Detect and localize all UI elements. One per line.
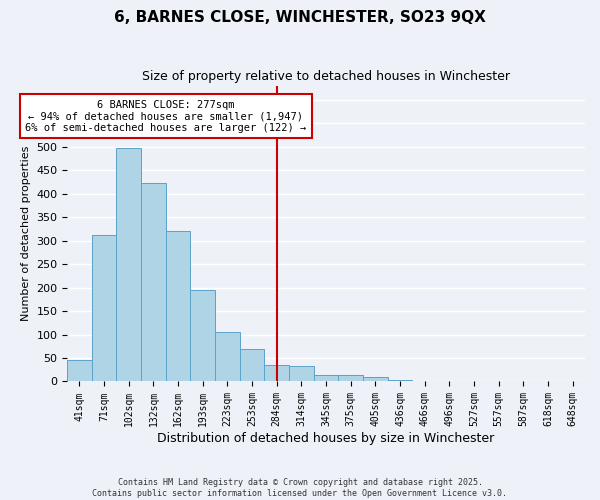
Bar bbox=[116, 148, 141, 382]
Bar bbox=[166, 231, 190, 382]
Text: 6 BARNES CLOSE: 277sqm
← 94% of detached houses are smaller (1,947)
6% of semi-d: 6 BARNES CLOSE: 277sqm ← 94% of detached… bbox=[25, 100, 307, 133]
Text: 6, BARNES CLOSE, WINCHESTER, SO23 9QX: 6, BARNES CLOSE, WINCHESTER, SO23 9QX bbox=[114, 10, 486, 25]
Bar bbox=[363, 377, 388, 382]
Bar bbox=[388, 380, 412, 382]
Bar bbox=[190, 290, 215, 382]
Bar bbox=[289, 366, 314, 382]
Bar bbox=[265, 365, 289, 382]
Bar bbox=[92, 235, 116, 382]
Text: Contains HM Land Registry data © Crown copyright and database right 2025.
Contai: Contains HM Land Registry data © Crown c… bbox=[92, 478, 508, 498]
Title: Size of property relative to detached houses in Winchester: Size of property relative to detached ho… bbox=[142, 70, 510, 83]
Bar bbox=[215, 332, 240, 382]
Bar bbox=[314, 375, 338, 382]
Bar bbox=[141, 183, 166, 382]
Y-axis label: Number of detached properties: Number of detached properties bbox=[20, 146, 31, 321]
Bar bbox=[240, 348, 265, 382]
Bar bbox=[338, 375, 363, 382]
Bar bbox=[412, 380, 437, 382]
Bar bbox=[67, 360, 92, 382]
X-axis label: Distribution of detached houses by size in Winchester: Distribution of detached houses by size … bbox=[157, 432, 494, 445]
